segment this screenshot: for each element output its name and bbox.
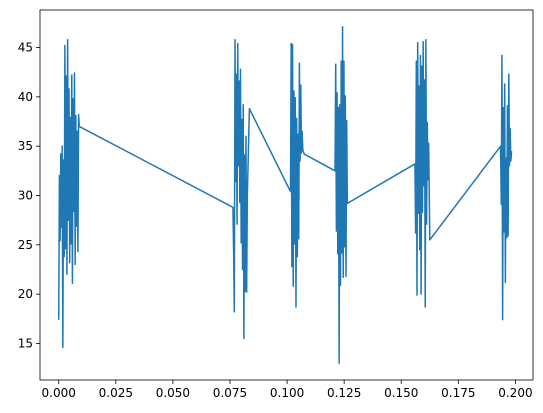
y-tick-label: 40 bbox=[18, 90, 33, 104]
y-axis: 15 20 25 30 35 40 45 bbox=[18, 40, 40, 350]
series-line-0 bbox=[57, 26, 513, 364]
series-layer bbox=[57, 26, 513, 364]
plot-background bbox=[40, 10, 533, 380]
x-tick-label: 0.125 bbox=[327, 386, 361, 400]
x-tick-label: 0.000 bbox=[42, 386, 76, 400]
x-tick-label: 0.075 bbox=[213, 386, 247, 400]
plot-frame bbox=[39, 9, 534, 381]
y-tick-label: 20 bbox=[18, 287, 33, 301]
x-tick-label: 0.025 bbox=[99, 386, 133, 400]
y-tick-label: 45 bbox=[18, 40, 33, 54]
x-tick-label: 0.200 bbox=[498, 386, 532, 400]
y-tick-label: 15 bbox=[18, 336, 33, 350]
y-tick-label: 30 bbox=[18, 188, 33, 202]
y-tick-label: 25 bbox=[18, 238, 33, 252]
y-tick-label: 35 bbox=[18, 139, 33, 153]
x-tick-label: 0.100 bbox=[270, 386, 304, 400]
x-tick-label: 0.175 bbox=[441, 386, 475, 400]
x-axis: 0.000 0.025 0.050 0.075 0.100 0.125 0.150 0.175… bbox=[42, 380, 533, 400]
x-tick-label: 0.150 bbox=[384, 386, 418, 400]
x-tick-label: 0.050 bbox=[156, 386, 190, 400]
